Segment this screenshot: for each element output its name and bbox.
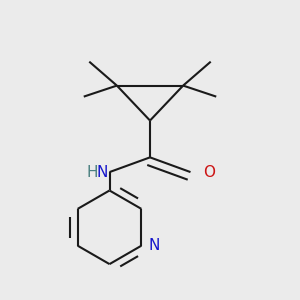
- Text: N: N: [148, 238, 159, 253]
- Text: N: N: [96, 165, 108, 180]
- Text: O: O: [203, 165, 215, 180]
- Text: H: H: [87, 165, 98, 180]
